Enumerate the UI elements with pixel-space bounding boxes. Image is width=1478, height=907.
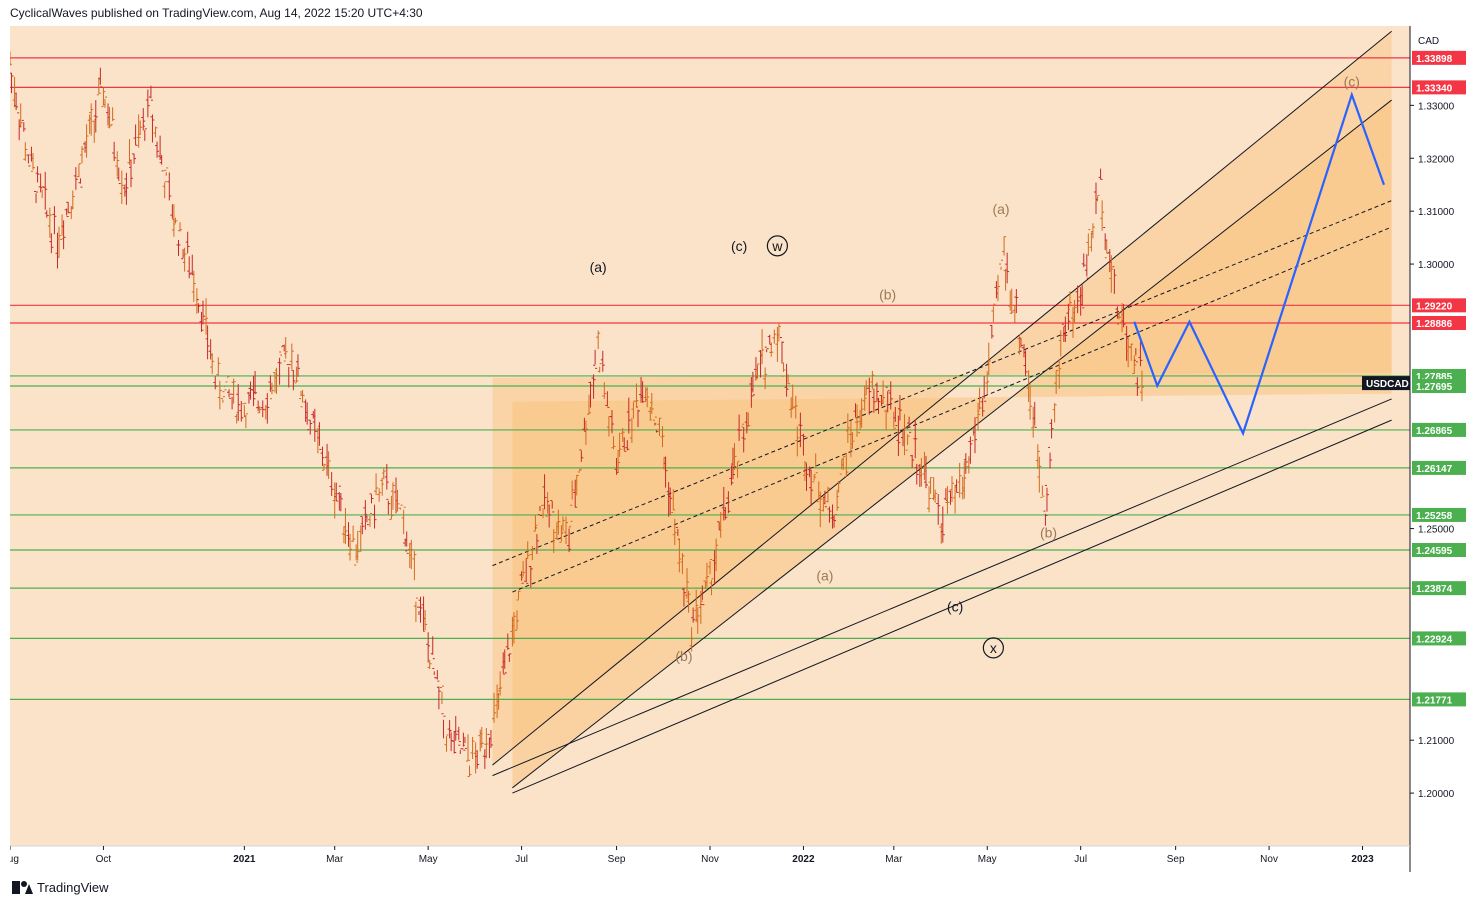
x-tick-label: Oct [96,854,112,865]
symbol-tag-text: USDCAD [1366,379,1409,390]
x-tick-label: 2022 [792,854,815,865]
support-price-label [1412,460,1466,475]
resistance-price-label-text: 1.29220 [1416,301,1453,312]
y-tick-label: 1.30000 [1418,260,1455,271]
tradingview-footer[interactable]: TradingView [12,880,109,895]
support-price-label-text: 1.21771 [1416,695,1453,706]
wave-label: x [990,640,997,656]
y-tick-label: 1.33000 [1418,101,1455,112]
y-tick-label: 1.20000 [1418,789,1455,800]
y-tick-label: 1.25000 [1418,525,1455,536]
y-tick-label: 1.21000 [1418,736,1455,747]
tradingview-logo-icon [12,881,33,894]
support-price-label-text: 1.26865 [1416,426,1453,437]
x-tick-label: Sep [1167,854,1185,865]
resistance-price-label-text: 1.33340 [1416,83,1453,94]
wave-label: (b) [879,287,896,303]
time-axis-background [10,846,1410,872]
resistance-price-label-text: 1.28886 [1416,319,1453,330]
wave-label: (a) [992,201,1009,217]
wave-label: w [771,238,783,254]
projection-path [1133,91,1385,437]
y-tick-label: 1.32000 [1418,154,1455,165]
wave-label: (a) [816,567,833,583]
wave-circle [982,637,1004,659]
support-price-label-text: 1.27695 [1416,382,1453,393]
resistance-price-label [1412,315,1466,330]
support-price-label [1412,581,1466,596]
support-price-label-text: 1.27885 [1416,372,1453,383]
wave-label: (b) [675,648,692,664]
x-tick-label: Nov [1260,854,1278,865]
wave-label: (a) [590,259,607,275]
x-tick-label: Jul [1074,854,1087,865]
resistance-price-label [1412,80,1466,95]
wave-label: (b) [1040,525,1057,541]
support-price-label-text: 1.22924 [1416,634,1453,645]
support-price-label [1412,543,1466,558]
publisher-header: CyclicalWaves published on TradingView.c… [10,6,423,20]
channel-line [492,30,1392,766]
x-tick-label: Sep [608,854,626,865]
support-price-label [1412,692,1466,707]
price-axis-background [1410,26,1468,872]
footer-brand: TradingView [37,880,109,895]
x-tick-label: 2023 [1351,854,1374,865]
support-price-label-text: 1.26147 [1416,464,1453,475]
channel-lower-line [492,398,1392,777]
x-tick-label: Mar [326,854,344,865]
wave-label: (c) [947,599,963,615]
support-price-label [1412,631,1466,646]
channel-line [492,200,1392,567]
support-price-label-text: 1.23874 [1416,584,1453,595]
x-tick-label: Nov [701,854,719,865]
x-tick-label: Jul [515,854,528,865]
wave-label: (c) [1344,73,1360,89]
support-price-label [1412,507,1466,522]
resistance-price-label [1412,298,1466,313]
channel-line [512,99,1392,789]
support-price-label-text: 1.24595 [1416,546,1453,557]
resistance-price-label-text: 1.33898 [1416,54,1453,65]
support-price-label [1412,422,1466,437]
chart-svg[interactable]: (a) (c) w (b) (a) (b) (c) x (a) (b) (c) CAD 1.33000 1… [1,26,1468,872]
price-chart[interactable]: (a) (c) w (b) (a) (b) (c) x (a) (b) (c) CAD 1.33000 1… [1,26,1468,872]
wave-label: (c) [731,238,747,254]
currency-label: CAD [1418,36,1439,47]
x-tick-label: Mar [885,854,903,865]
symbol-tag [1362,376,1410,391]
support-price-label-text: 1.25258 [1416,511,1453,522]
x-tick-label: May [978,854,997,865]
x-tick-label: 2021 [233,854,256,865]
wave-circle [766,235,788,257]
support-price-label [1412,379,1466,394]
channel-lower-line [512,419,1392,794]
resistance-price-label [1412,50,1466,65]
channel-line [512,226,1392,593]
x-tick-label: May [419,854,438,865]
y-tick-label: 1.31000 [1418,207,1455,218]
x-tick-label: Aug [10,854,19,865]
